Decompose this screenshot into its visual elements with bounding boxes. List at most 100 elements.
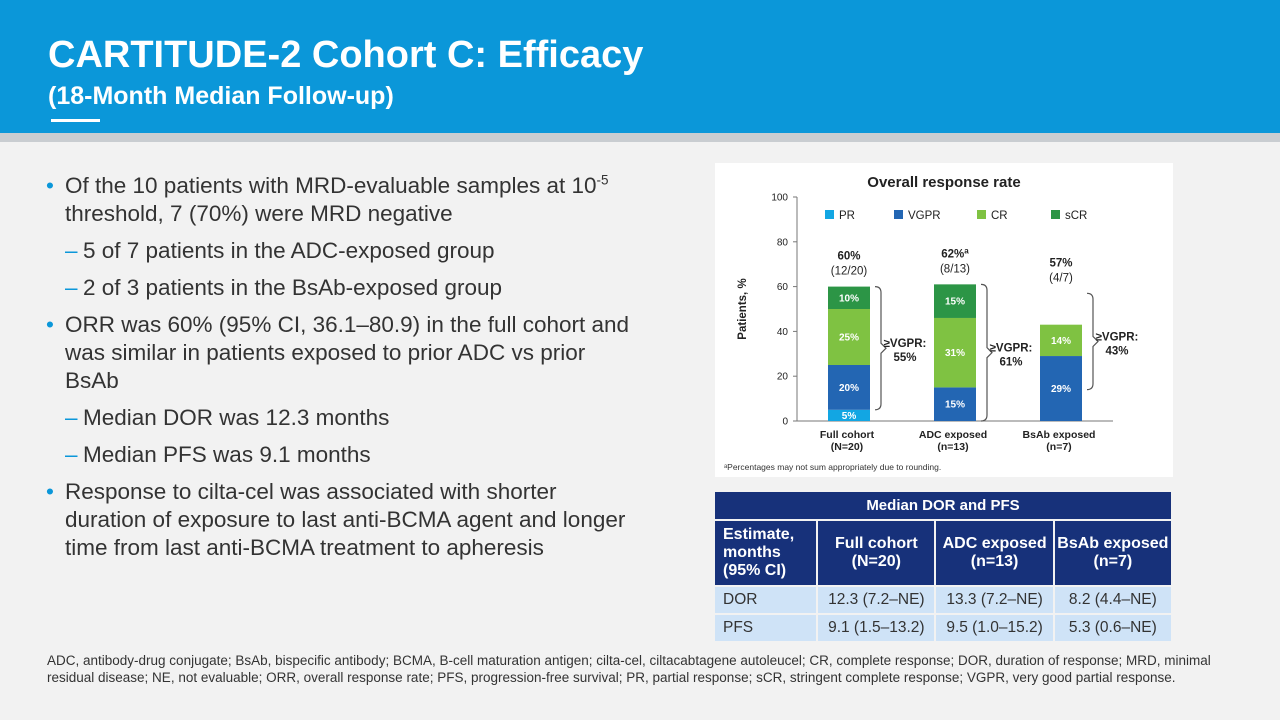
bar-data-label: 15% [945,297,965,308]
bar-segment [1040,356,1082,421]
y-tick-label: 80 [777,237,789,248]
bar-total-fraction: (12/20) [831,266,868,278]
bar-data-label: 20% [839,383,859,394]
chart-footnote: ᵃPercentages may not sum appropriately d… [724,462,941,472]
legend-swatch [894,210,903,219]
table-header-adc: ADC exposed (n=13) [936,521,1053,585]
title-bar [0,0,1280,133]
y-tick-label: 40 [777,327,789,338]
table-cell: DOR [715,587,817,613]
exponent: -5 [596,172,609,188]
vgpr-bracket-value: 55% [893,352,916,364]
vgpr-bracket [1086,292,1099,391]
vgpr-bracket-value: 43% [1105,345,1128,357]
x-tick-label: BsAb exposed [1023,429,1096,441]
table-cell: 8.2 (4.4–NE) [1054,587,1171,613]
legend-label: VGPR [908,210,941,222]
bullet-marker: • [46,312,54,337]
sub-bullet-dor: – Median DOR was 12.3 months [46,404,636,432]
abbreviations-footnote: ADC, antibody-drug conjugate; BsAb, bisp… [47,653,1211,685]
table-cell: 12.3 (7.2–NE) [818,587,935,613]
sub-bullet-marker: – [65,238,78,263]
orr-chart: Overall response rate 0 20 40 60 80 100 Patient… [724,174,1139,472]
bar-data-label: 25% [839,333,859,344]
bar-segment [828,365,870,410]
bar-data-label: 10% [839,293,859,304]
vgpr-bracket-label: ≥VGPR: [990,343,1033,355]
bar-segment [828,286,870,309]
y-axis-label: Patients, % [737,278,749,339]
slide-title: CARTITUDE-2 Cohort C: Efficacy [48,34,644,76]
vgpr-bracket [980,283,993,422]
bar-total-label: 62%a [941,246,969,260]
bullet-text: threshold, 7 (70%) were MRD negative [65,201,453,226]
table-header-bsab: BsAb exposed (n=7) [1054,521,1171,585]
legend-label: PR [839,210,855,222]
x-tick-sublabel: (n=7) [1046,441,1071,453]
bar-data-label: 31% [945,348,965,359]
bar-total-fraction: (8/13) [940,263,970,275]
bar-segment [828,409,870,421]
bar-segment [934,317,976,388]
table-title: Median DOR and PFS [715,492,1171,519]
table-cell: PFS [715,615,817,641]
legend-label: sCR [1065,210,1087,222]
bullet-mrd: • Of the 10 patients with MRD-evaluable … [46,172,636,228]
sub-bullet-marker: – [65,275,78,300]
x-tick-sublabel: (n=13) [937,441,968,453]
bullet-text: 5 of 7 patients in the ADC-exposed group [83,238,495,263]
bullet-text: Of the 10 patients with MRD-evaluable sa… [65,173,597,198]
vgpr-bracket-label: ≥VGPR: [1096,331,1139,343]
legend-label: CR [991,210,1008,222]
sub-bullet-bsab-mrd: – 2 of 3 patients in the BsAb-exposed gr… [46,274,636,302]
bar-segment [828,309,870,365]
table-row: PFS 9.1 (1.5–13.2) 9.5 (1.0–15.2) 5.3 (0… [715,615,1171,641]
legend-swatch [825,210,834,219]
x-tick-label: ADC exposed [919,429,987,441]
sub-bullet-marker: – [65,405,78,430]
bar-total-fraction: (4/7) [1049,272,1073,284]
bullet-list: • Of the 10 patients with MRD-evaluable … [46,172,636,571]
bullet-text: Median DOR was 12.3 months [83,405,390,430]
bullet-response: • Response to cilta-cel was associated w… [46,478,636,562]
y-tick-label: 0 [782,417,788,428]
table-row: DOR 12.3 (7.2–NE) 13.3 (7.2–NE) 8.2 (4.4… [715,587,1171,613]
bar-data-label: 14% [1051,336,1071,347]
title-bar-divider [0,133,1280,142]
vgpr-bracket [874,286,887,411]
table-cell: 9.5 (1.0–15.2) [936,615,1053,641]
sub-bullet-marker: – [65,442,78,467]
vgpr-bracket-label: ≥VGPR: [884,338,927,350]
vgpr-bracket-value: 61% [999,357,1022,369]
table-header-estimate: Estimate, months (95% CI) [715,521,817,585]
bar-data-label: 29% [1051,384,1071,395]
y-tick-label: 20 [777,372,789,383]
bar-total-label: 57% [1049,257,1072,269]
table-header-full-cohort: Full cohort (N=20) [818,521,935,585]
footnote-marker: a [964,246,969,255]
legend-swatch [977,210,986,219]
table-cell: 9.1 (1.5–13.2) [818,615,935,641]
bullet-marker: • [46,173,54,198]
bar-total-label: 60% [837,251,860,263]
table-cell: 5.3 (0.6–NE) [1054,615,1171,641]
table-cell: 13.3 (7.2–NE) [936,587,1053,613]
bar-segment [934,387,976,421]
y-tick-label: 100 [771,193,788,204]
y-tick-label: 60 [777,282,789,293]
orr-chart-panel: Overall response rate 0 20 40 60 80 100 Patient… [715,163,1173,477]
dor-pfs-table: Median DOR and PFS Estimate, months (95%… [715,490,1173,643]
bullet-text: Median PFS was 9.1 months [83,442,371,467]
bar-data-label: 5% [842,411,857,422]
bullet-text: 2 of 3 patients in the BsAb-exposed grou… [83,275,503,300]
x-tick-sublabel: (N=20) [831,441,863,453]
bar-segment [1040,324,1082,357]
title-underline [51,119,100,122]
bar-segment [934,284,976,318]
bar-data-label: 15% [945,400,965,411]
bullet-text: Response to cilta-cel was associated wit… [65,479,626,560]
bullet-orr: • ORR was 60% (95% CI, 36.1–80.9) in the… [46,311,636,395]
x-tick-label: Full cohort [820,429,875,441]
chart-title: Overall response rate [867,174,1020,191]
bullet-marker: • [46,479,54,504]
